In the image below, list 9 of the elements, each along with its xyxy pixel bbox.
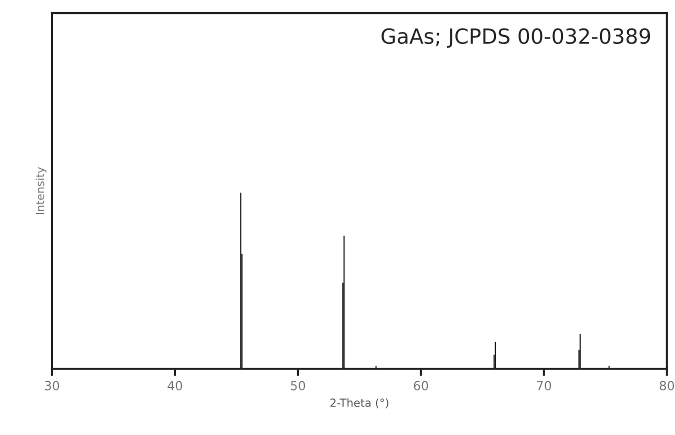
x-tick-label: 60 [414, 380, 428, 390]
x-tick-label: 40 [168, 380, 182, 390]
text: GaAs; JCPDS 00-032-0389 [382, 28, 650, 48]
x-tick-label: 50 [290, 380, 306, 390]
x-tick-label: 30 [44, 380, 60, 390]
x-axis-title: 2-Theta (°) [330, 398, 388, 408]
x-tick-label: 80 [660, 380, 674, 390]
y-axis-title: Intensity [36, 167, 46, 214]
x-tick-label: 70 [536, 380, 552, 390]
